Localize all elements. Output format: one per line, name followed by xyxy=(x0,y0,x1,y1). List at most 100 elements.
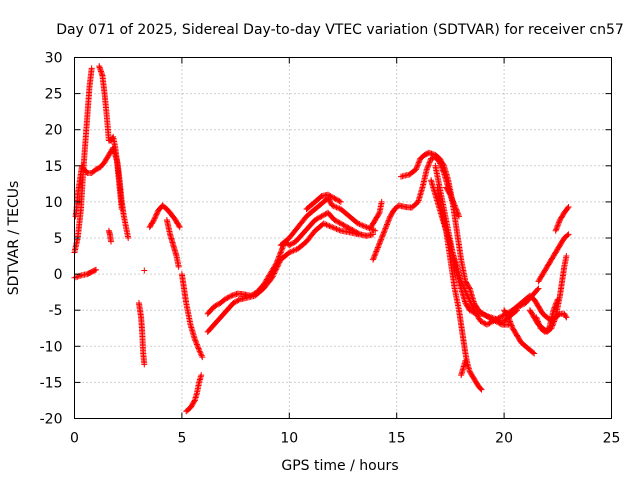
data-point xyxy=(332,217,339,224)
data-point xyxy=(199,354,206,361)
data-point xyxy=(485,320,492,327)
data-point xyxy=(329,202,336,209)
data-point xyxy=(372,227,379,234)
y-tick-label: 25 xyxy=(45,87,63,103)
grid-lines xyxy=(74,57,612,419)
data-point xyxy=(191,336,198,343)
data-point xyxy=(314,215,321,222)
data-point xyxy=(317,214,324,221)
data-point xyxy=(276,259,283,266)
data-point xyxy=(153,211,160,218)
data-point xyxy=(271,270,278,277)
data-point xyxy=(176,222,183,229)
data-point xyxy=(334,204,341,211)
data-point xyxy=(467,298,474,305)
data-point xyxy=(319,212,326,219)
series-arc-9 xyxy=(163,216,182,270)
data-point xyxy=(362,223,369,230)
data-point xyxy=(553,300,560,307)
data-point xyxy=(269,274,276,281)
data-point xyxy=(453,207,460,214)
data-point xyxy=(322,221,329,228)
axis-ticks xyxy=(74,57,612,419)
data-point xyxy=(550,307,557,314)
series-arc-29 xyxy=(552,203,572,234)
data-point xyxy=(330,194,337,201)
chart-title: Day 071 of 2025, Sidereal Day-to-day VTE… xyxy=(56,22,624,38)
data-point xyxy=(380,229,387,236)
y-tick-label: -20 xyxy=(40,412,63,428)
data-point xyxy=(359,222,366,229)
y-axis-label: SDTVAR / TECUs xyxy=(6,181,22,296)
data-point xyxy=(379,233,386,240)
x-tick-label: 20 xyxy=(495,431,513,447)
data-point xyxy=(478,318,485,325)
data-point xyxy=(384,221,391,228)
data-point xyxy=(223,295,230,302)
data-point xyxy=(286,242,293,249)
data-point xyxy=(382,225,389,232)
data-point xyxy=(493,318,500,325)
data-point xyxy=(221,296,228,303)
data-point xyxy=(447,191,454,198)
data-point xyxy=(552,303,559,310)
data-point xyxy=(564,232,571,239)
data-point xyxy=(290,247,297,254)
data-point xyxy=(379,232,386,239)
data-point xyxy=(323,221,330,228)
data-point xyxy=(328,193,335,200)
data-point xyxy=(530,349,537,356)
data-point xyxy=(425,162,432,169)
data-point xyxy=(375,241,382,248)
data-point xyxy=(193,340,200,347)
data-point xyxy=(292,247,299,254)
data-point xyxy=(275,262,282,269)
data-point xyxy=(386,214,393,221)
data-point xyxy=(484,313,491,320)
data-point xyxy=(471,310,478,317)
data-point xyxy=(195,345,202,352)
data-point xyxy=(193,341,200,348)
data-point xyxy=(373,248,380,255)
data-point xyxy=(334,226,341,233)
data-point xyxy=(331,216,338,223)
data-point xyxy=(496,314,503,321)
data-point xyxy=(374,245,381,252)
data-point xyxy=(509,323,516,330)
data-point xyxy=(340,222,347,229)
series-arc-28 xyxy=(535,231,572,285)
data-point xyxy=(563,253,570,260)
data-point xyxy=(339,221,346,228)
data-point xyxy=(329,224,336,231)
series-arc-4 xyxy=(96,63,125,213)
data-point xyxy=(373,247,380,254)
data-point xyxy=(565,203,572,210)
data-point xyxy=(333,218,340,225)
data-point xyxy=(563,314,570,321)
data-point xyxy=(425,160,432,167)
data-point xyxy=(332,196,339,203)
data-point xyxy=(552,301,559,308)
data-point xyxy=(213,302,220,309)
data-point xyxy=(327,223,334,230)
data-point xyxy=(447,193,454,200)
x-axis-tick-labels: 0 5 10 15 20 25 xyxy=(70,431,620,447)
data-point xyxy=(355,231,362,238)
data-point xyxy=(535,285,542,292)
data-point xyxy=(277,250,284,257)
data-point xyxy=(534,286,541,293)
data-point xyxy=(478,386,485,393)
data-point xyxy=(332,225,339,232)
data-point xyxy=(483,321,490,328)
y-tick-label: 15 xyxy=(45,159,63,175)
data-point xyxy=(365,224,372,231)
series-arc-22 xyxy=(458,357,469,379)
data-point xyxy=(455,211,462,218)
data-point xyxy=(336,198,343,205)
data-point xyxy=(376,240,383,247)
data-point xyxy=(440,161,447,168)
data-point xyxy=(455,213,462,220)
data-point xyxy=(225,294,232,301)
data-point xyxy=(424,165,431,172)
data-point xyxy=(377,237,384,244)
